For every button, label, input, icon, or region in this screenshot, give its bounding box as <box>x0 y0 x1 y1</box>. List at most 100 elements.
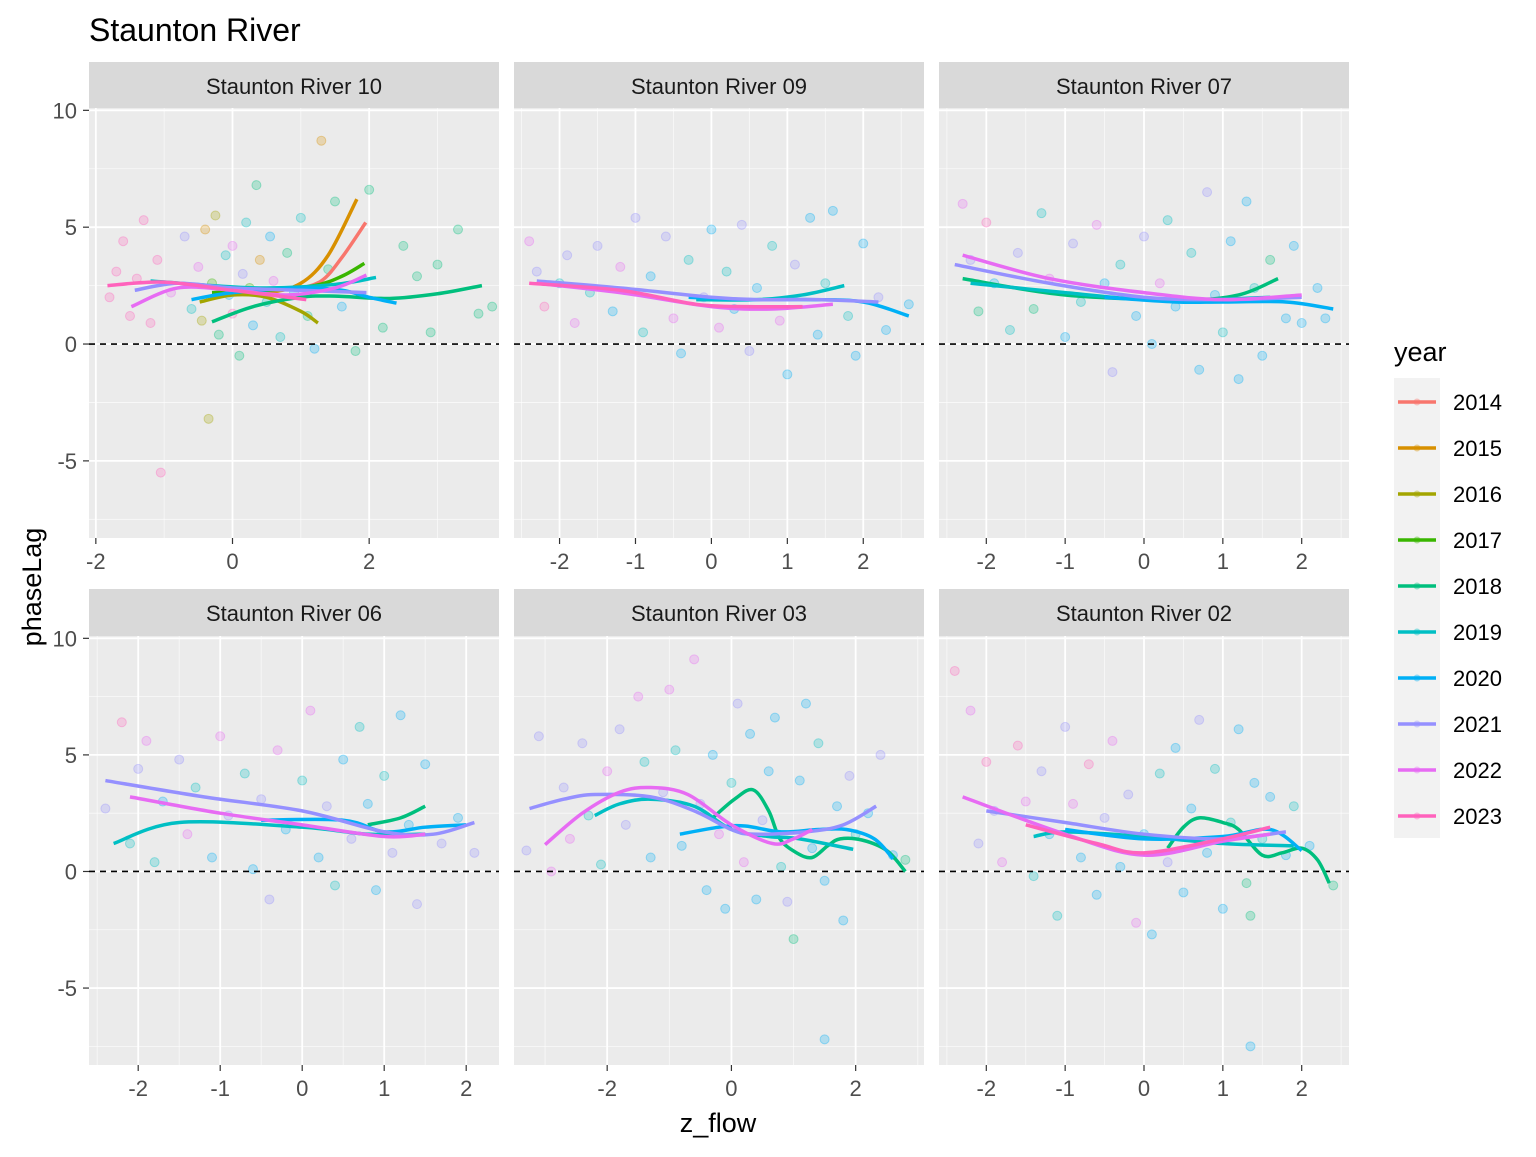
smooth-line-2020 <box>1104 295 1334 311</box>
data-point-2020 <box>881 325 892 336</box>
smooth-line-2022 <box>962 795 1271 857</box>
data-point-2022 <box>965 705 976 716</box>
legend-key-point <box>1413 628 1421 636</box>
data-point-2019 <box>721 266 732 277</box>
data-point-2018 <box>473 308 484 319</box>
legend-key-point <box>1413 398 1421 406</box>
data-point-2015 <box>254 254 265 265</box>
data-point-2020 <box>1217 903 1228 914</box>
data-point-2018 <box>364 184 375 195</box>
data-point-2019 <box>186 303 197 314</box>
data-point-2018 <box>398 240 409 251</box>
facet-strip-label: Staunton River 06 <box>206 601 382 626</box>
data-point-2021 <box>620 819 631 830</box>
y-tick-label: 0 <box>65 332 77 357</box>
data-point-2020 <box>1202 847 1213 858</box>
facet-strip <box>514 62 924 108</box>
data-point-2020 <box>1265 791 1276 802</box>
data-point-2021 <box>1139 231 1149 242</box>
data-point-2019 <box>683 254 694 265</box>
smooth-line-2018 <box>367 804 426 827</box>
data-point-2022 <box>774 315 785 326</box>
data-point-2023 <box>104 292 115 303</box>
data-point-2020 <box>248 320 258 331</box>
smooth-line-2021 <box>105 778 475 837</box>
legend-item-2017: 2017 <box>1398 528 1502 553</box>
data-point-2020 <box>645 271 656 282</box>
data-point-2020 <box>763 766 774 777</box>
facet-strip <box>89 589 499 636</box>
data-point-2023 <box>118 236 129 247</box>
panel-background <box>514 108 924 538</box>
x-tick-label: -2 <box>977 549 997 574</box>
data-point-2018 <box>1241 878 1252 889</box>
data-point-2021 <box>1068 238 1079 249</box>
data-point-2021 <box>1036 766 1047 777</box>
facet-strip <box>939 62 1349 108</box>
data-point-2019 <box>670 745 681 756</box>
data-point-2020 <box>207 852 217 863</box>
data-point-2021 <box>732 698 743 709</box>
smooth-line-2022 <box>543 785 813 847</box>
data-point-2023 <box>111 266 122 277</box>
x-tick-label: 1 <box>1217 1076 1229 1101</box>
y-tick-label: 10 <box>53 626 77 651</box>
data-point-2020 <box>338 754 349 765</box>
panel-plot-area <box>89 636 499 1065</box>
data-point-2018 <box>234 350 245 361</box>
data-point-2021 <box>782 896 793 907</box>
legend-key-point <box>1413 812 1421 820</box>
data-point-2020 <box>1249 777 1260 788</box>
panel-plot-area <box>514 636 924 1065</box>
legend-label: 2018 <box>1453 574 1502 599</box>
legend-label: 2022 <box>1453 758 1502 783</box>
x-tick-label: -2 <box>550 549 570 574</box>
x-tick-label: 1 <box>378 1076 390 1101</box>
facet-panel: Staunton River 10 -2 0 2 <box>86 62 499 574</box>
data-point-2016 <box>210 210 221 221</box>
data-point-2020 <box>676 348 687 359</box>
facet-panel: Staunton River 02 -2 -1 0 1 2 <box>939 589 1349 1101</box>
data-point-2018 <box>432 259 443 270</box>
data-point-2020 <box>1296 318 1307 328</box>
data-point-2019 <box>1186 247 1197 258</box>
y-tick-label: -5 <box>57 449 77 474</box>
data-point-2020 <box>1245 1041 1256 1052</box>
data-point-2019 <box>1154 768 1165 779</box>
data-point-2020 <box>745 728 756 739</box>
data-point-2018 <box>330 196 340 207</box>
smooth-line-2021 <box>529 792 878 837</box>
legend-item-2019: 2019 <box>1398 620 1502 645</box>
legend-item-2015: 2015 <box>1398 436 1502 461</box>
smooth-line-2016 <box>199 292 319 325</box>
data-point-2021 <box>558 782 569 793</box>
data-point-2020 <box>1241 196 1252 207</box>
data-point-2019 <box>639 756 650 767</box>
data-point-2018 <box>973 306 984 317</box>
data-point-2022 <box>1068 798 1079 809</box>
data-point-2023 <box>981 217 992 228</box>
data-point-2015 <box>316 135 327 146</box>
data-point-2020 <box>1060 332 1071 343</box>
x-tick-label: -2 <box>128 1076 148 1101</box>
y-tick-label: 5 <box>65 743 77 768</box>
data-point-2020 <box>1170 742 1181 753</box>
smooth-line-2018 <box>1166 816 1331 884</box>
x-tick-label: -1 <box>1055 1076 1075 1101</box>
facet-panel: Staunton River 03 -2 0 2 <box>514 589 924 1101</box>
data-point-2023 <box>125 310 135 321</box>
data-point-2020 <box>720 903 731 914</box>
data-point-2020 <box>769 712 780 723</box>
smooth-line-2022 <box>962 253 1302 302</box>
data-point-2020 <box>1186 803 1197 814</box>
data-point-2022 <box>1154 278 1165 289</box>
data-point-2019 <box>1115 259 1126 270</box>
data-point-2019 <box>1075 296 1086 307</box>
x-tick-label: -1 <box>1055 549 1075 574</box>
x-tick-label: 0 <box>226 549 238 574</box>
data-point-2021 <box>264 894 275 905</box>
data-point-2019 <box>1004 325 1015 336</box>
x-tick-label: 0 <box>725 1076 737 1101</box>
data-point-2020 <box>1075 852 1086 863</box>
data-point-2020 <box>1257 350 1268 361</box>
